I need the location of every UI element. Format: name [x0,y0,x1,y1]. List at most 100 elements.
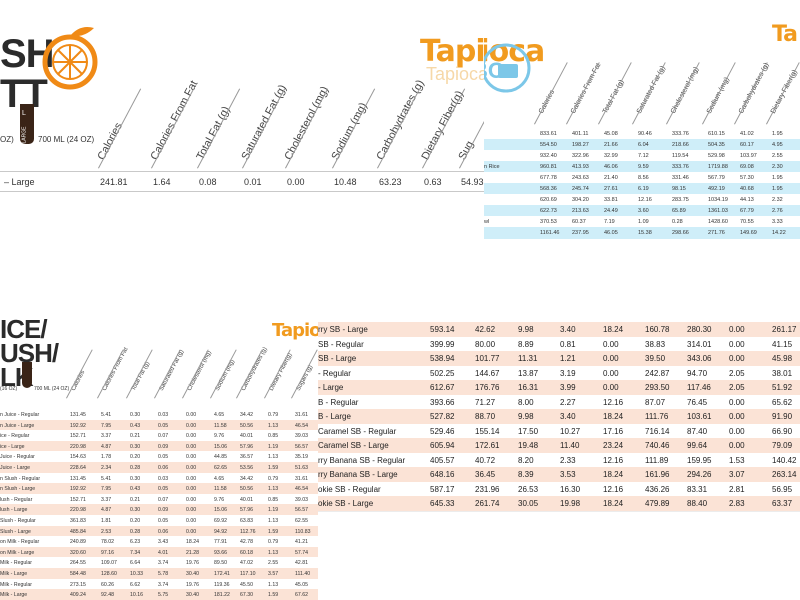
cell-value: 32.99 [604,153,618,159]
cell-value: 0.00 [603,368,619,378]
cell-value: 19.48 [518,441,539,450]
cell-value: 30.40 [186,592,199,599]
cell-value: 44.85 [214,454,227,461]
cell-value: 622.73 [540,208,557,214]
cell-value: 241.81 [100,177,128,187]
cell-value: 46.05 [604,230,618,236]
cell-value: 0.09 [158,507,169,514]
cell-value: 21.40 [604,175,618,181]
cell-value: 0.00 [186,486,197,493]
row-label: n Juice - Regular [0,412,40,418]
cell-value: 11.40 [560,441,580,450]
cell-value: 1.95 [772,131,783,137]
cell-value: 0.81 [560,339,576,349]
header-divider [210,349,237,399]
cell-value: 71.27 [475,397,496,407]
cell-value: 36.45 [475,470,496,479]
table-row: n Rice 960.81 413.93 46.06 9.59 333.76 1719.88… [484,161,800,173]
cell-value: 413.93 [572,164,589,170]
cell-value: 0.00 [186,465,197,471]
cell-value: 240.89 [70,539,86,546]
row-label: Milk - Regular [0,581,32,588]
cell-value: 15.06 [214,507,227,514]
cell-value: 370.53 [540,219,557,225]
cell-value: 63.83 [240,518,253,524]
table-row: 677.78 243.63 21.40 8.56 331.46 567.79 57.30 1.… [484,172,800,184]
cell-value: 261.74 [475,499,500,508]
cell-value: 60.37 [572,219,586,225]
cell-value: 131.45 [70,475,86,482]
cell-value: 87.07 [645,397,666,407]
cell-value: 479.89 [645,499,670,508]
header-divider [97,349,124,399]
cell-value: 605.94 [430,441,455,450]
cell-value: 3.74 [158,581,169,588]
cell-value: 67.30 [240,592,253,599]
cell-value: 3.19 [560,368,576,378]
brand-logo-faint: Tapioca [426,64,484,84]
cell-value: 94.92 [214,528,227,535]
cup-icon [22,362,32,388]
cell-value: 3.74 [158,560,169,567]
table-row: 1161.46 237.95 46.05 15.38 298.66 271.76 149.6… [484,227,800,239]
cell-value: 30.05 [518,499,539,508]
cell-value: 11.31 [518,354,538,363]
cell-value: 41.02 [740,131,754,137]
table-row: 620.69 304.20 33.81 12.16 283.75 1034.19 44.13… [484,194,800,206]
row-label: B - Regular [318,397,359,407]
cell-value: 46.54 [295,486,308,493]
brand-logo-corner: Ta [772,22,798,47]
cell-value: 4.87 [101,507,112,514]
cell-value: 57.74 [295,549,308,556]
cell-value: 2.55 [772,153,783,159]
row-label: lush - Regular [0,496,33,503]
cell-value: 5.78 [158,571,169,577]
cell-value: 3.53 [560,470,576,479]
cell-value: 65.89 [672,208,686,214]
row-label: Caramel SB - Large [318,441,389,450]
cell-value: 12.16 [603,397,624,407]
cell-value: 3.40 [560,325,576,334]
cell-value: 8.56 [638,175,649,181]
cell-value: 93.66 [214,549,227,556]
cell-value: 436.26 [645,484,670,494]
table-row: 568.36 245.74 27.61 6.19 98.15 492.19 40.68 1.9… [484,183,800,195]
cell-value: 90.46 [638,131,652,137]
header-divider [534,62,568,125]
cell-value: 716.14 [645,426,670,436]
cell-value: 1.59 [268,465,279,471]
cell-value: 0.00 [729,412,745,421]
cell-value: 0.05 [158,486,169,493]
cell-value: 4.01 [158,549,169,556]
cell-value: 15.38 [638,230,652,236]
cell-value: 111.76 [645,412,669,421]
cell-value: 36.57 [240,454,253,461]
cell-value: 0.00 [186,454,197,461]
table-row: ice - Large 220.98 4.87 0.30 0.09 0.00 15.06 57… [0,440,318,453]
cell-value: 10.48 [334,177,357,187]
cell-value: 45.08 [604,131,618,137]
row-label: SB - Regular [318,339,364,349]
cell-value: 1.19 [268,507,279,514]
cell-value: 3.40 [560,412,576,421]
table-row: 554.50 198.27 21.66 6.04 218.66 504.35 60.17 4.… [484,139,800,151]
cell-value: 0.00 [186,433,197,440]
row-label: SB - Large [318,354,357,363]
cell-value: 6.23 [130,539,141,546]
cell-value: 16.30 [560,484,581,494]
row-label: Caramel SB - Regular [318,426,397,436]
cell-value: 612.67 [430,383,455,392]
cell-value: 3.07 [729,470,745,479]
cell-value: 0.03 [158,475,169,482]
cell-value: 0.63 [424,177,442,187]
cell-value: 7.34 [130,549,141,556]
cell-value: 3.37 [101,496,112,503]
cell-value: 21.66 [604,142,618,148]
cell-value: 2.76 [772,208,783,214]
cell-value: 529.46 [430,426,455,436]
brand-logo: TapiocaEx [272,320,318,341]
header-divider [242,88,286,169]
cell-value: 31.61 [295,412,308,418]
cell-value: 1.53 [729,455,745,465]
logo-fragment: BO [484,58,505,83]
